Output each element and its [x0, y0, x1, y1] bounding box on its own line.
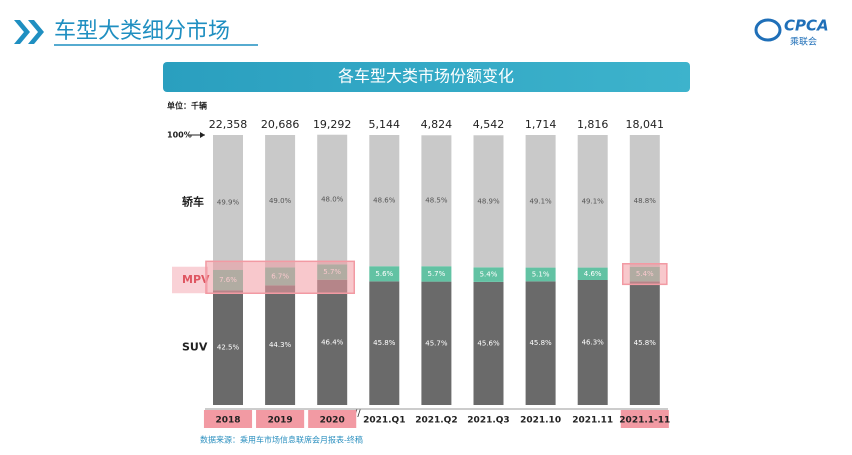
- bar-segment: [265, 285, 296, 405]
- bar-segment: [629, 135, 660, 267]
- value-label: 42.5%: [217, 344, 240, 352]
- label-highlight: [172, 266, 208, 294]
- chart-title: 各车型大类市场份额变化: [338, 67, 514, 86]
- logo-mark: [754, 18, 782, 42]
- value-label: 5.1%: [532, 270, 550, 278]
- value-label: 5.6%: [375, 270, 393, 278]
- value-label: 48.9%: [477, 197, 500, 205]
- x-tick-label: 2021.Q1: [363, 416, 405, 426]
- x-tick-label: 2019: [268, 416, 293, 426]
- bar-segment: [421, 135, 452, 267]
- bar-segment: [421, 266, 452, 282]
- value-label: 45.7%: [425, 339, 448, 347]
- value-label: 45.8%: [529, 339, 552, 347]
- value-label: 48.6%: [373, 197, 396, 205]
- bar-segment: [213, 135, 243, 270]
- value-label: 44.3%: [269, 341, 292, 349]
- value-label: 48.8%: [634, 197, 657, 205]
- logo: CPCA: [784, 17, 829, 35]
- page-title: 车型大类细分市场: [54, 19, 230, 44]
- x-label-highlight: [308, 410, 357, 428]
- value-label: 46.3%: [582, 338, 605, 346]
- chart-banner: [163, 62, 690, 92]
- bar-segment: [317, 279, 348, 405]
- bar-segment: [473, 267, 504, 282]
- total-label: 4,824: [421, 118, 453, 131]
- value-label: 48.5%: [425, 197, 448, 205]
- total-label: 1,714: [525, 118, 557, 131]
- bar-segment: [473, 135, 504, 268]
- value-label: 4.6%: [584, 270, 602, 278]
- series-label: 轿车: [182, 194, 204, 208]
- series-label: MPV: [182, 273, 210, 286]
- total-label: 4,542: [473, 118, 505, 131]
- value-label: 45.6%: [477, 339, 500, 347]
- value-label: 5.7%: [428, 270, 446, 278]
- bar-segment: [473, 281, 504, 405]
- bar-segment: [317, 134, 348, 265]
- bar-segment: [421, 281, 452, 405]
- x-tick-label: 2021.1-11: [619, 416, 670, 426]
- value-label: 49.0%: [269, 197, 292, 205]
- total-label: 1,816: [577, 118, 609, 131]
- x-label-highlight: [203, 410, 253, 428]
- value-label: 48.0%: [321, 196, 344, 204]
- x-label-highlight: [256, 410, 305, 428]
- total-label: 22,358: [209, 118, 248, 131]
- logo-sub: 乘联会: [790, 36, 817, 48]
- bar-segment: [525, 281, 556, 405]
- arrow-head: [200, 132, 205, 138]
- series-highlight: [205, 260, 355, 294]
- bar-segment: [577, 267, 608, 280]
- bar-segment: [265, 135, 296, 268]
- source: 数据来源：乘用车市场信息联席会月报表-终稿: [200, 435, 363, 445]
- bar-segment: [369, 266, 400, 282]
- x-tick-label: 2021.Q3: [467, 416, 509, 426]
- series-highlight: [622, 263, 668, 286]
- x-tick-label: 2020: [320, 416, 345, 426]
- y-tick-label: 100%: [167, 131, 192, 140]
- axis-break: //: [354, 408, 361, 419]
- x-tick-label: 2021.10: [520, 416, 561, 426]
- x-label-highlight: [620, 410, 669, 428]
- value-label: 45.8%: [373, 339, 396, 347]
- total-label: 18,041: [626, 118, 665, 131]
- total-label: 19,292: [313, 118, 352, 131]
- value-label: 5.4%: [480, 271, 498, 279]
- value-label: 49.1%: [529, 197, 552, 205]
- chevrons: [14, 20, 44, 44]
- x-tick-label: 2021.Q2: [415, 416, 457, 426]
- value-label: 49.1%: [582, 197, 605, 205]
- x-tick-label: 2021.11: [572, 416, 613, 426]
- bar-segment: [629, 281, 660, 405]
- total-label: 20,686: [261, 118, 300, 131]
- value-label: 46.4%: [321, 338, 344, 346]
- bar-segment: [577, 135, 608, 268]
- bar-segment: [577, 279, 608, 405]
- bar-segment: [525, 267, 556, 282]
- total-label: 5,144: [369, 118, 401, 131]
- value-label: 49.9%: [217, 198, 240, 206]
- bar-segment: [525, 135, 556, 268]
- series-label: SUV: [182, 341, 208, 354]
- bar-segment: [213, 290, 243, 405]
- bar-segment: [369, 135, 400, 267]
- x-tick-label: 2018: [215, 416, 240, 426]
- value-label: 45.8%: [634, 339, 657, 347]
- unit: 单位：千辆: [167, 101, 207, 111]
- bar-segment: [369, 281, 400, 405]
